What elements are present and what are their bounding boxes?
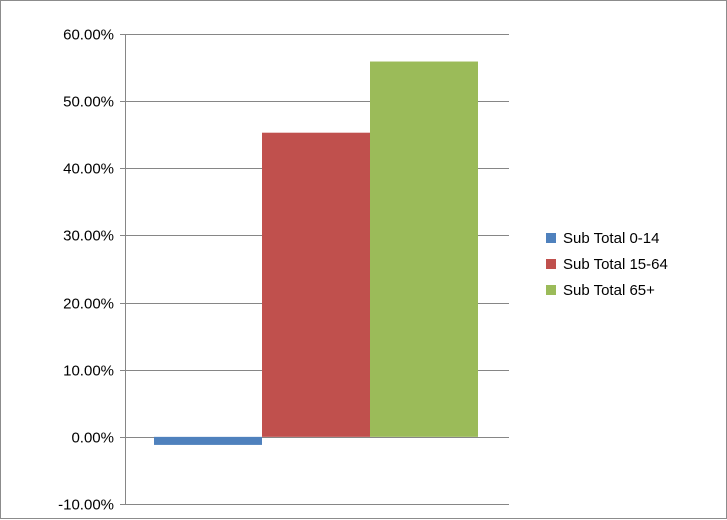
y-tick-label: 10.00% <box>63 363 114 380</box>
y-axis-tick-labels: -10.00% 0.00% 10.00% 20.00% 30.00% 40.00% 50.0… <box>58 27 114 514</box>
legend-label: Sub Total 15-64 <box>563 256 668 273</box>
legend-label: Sub Total 65+ <box>563 282 655 299</box>
y-tick-label: 60.00% <box>63 27 114 44</box>
bar-sub-total-0-14 <box>154 436 262 445</box>
y-tick-label: -10.00% <box>58 497 114 514</box>
legend-swatch <box>546 259 556 269</box>
y-tick-label: 0.00% <box>71 430 114 447</box>
legend-label: Sub Total 0-14 <box>563 230 659 247</box>
legend-swatch <box>546 233 556 243</box>
y-tick-label: 50.00% <box>63 94 114 111</box>
y-tick-label: 20.00% <box>63 296 114 313</box>
legend: Sub Total 0-14 Sub Total 15-64 Sub Total 6… <box>546 230 668 299</box>
y-tick-label: 40.00% <box>63 161 114 178</box>
bar-sub-total-15-64 <box>262 132 370 437</box>
y-tick-label: 30.00% <box>63 228 114 245</box>
legend-swatch <box>546 285 556 295</box>
bars <box>154 61 478 445</box>
bar-sub-total-65- <box>370 61 478 437</box>
